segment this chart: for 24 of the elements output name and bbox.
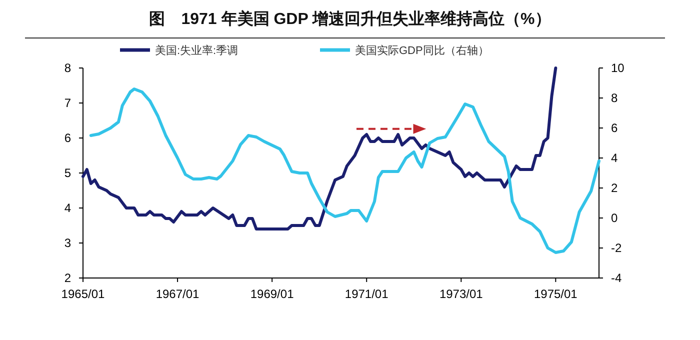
x-tick-label: 1971/01: [344, 287, 389, 301]
y2-tick-label: 0: [611, 211, 618, 225]
x-tick-label: 1967/01: [156, 287, 200, 301]
y-tick-label: 4: [64, 201, 72, 215]
y2-tick-label: 2: [611, 181, 618, 195]
y-tick-label: 6: [64, 131, 72, 145]
y2-tick-label: 6: [611, 121, 618, 135]
x-tick-label: 1969/01: [250, 287, 294, 301]
y2-tick-label: 8: [611, 91, 618, 105]
y-tick-label: 2: [64, 271, 72, 285]
legend-label: 美国:失业率:季调: [155, 44, 238, 57]
x-tick-label: 1965/01: [61, 287, 106, 301]
x-tick-label: 1973/01: [439, 287, 484, 301]
x-tick-label: 1975/01: [534, 287, 578, 301]
y2-tick-label: 4: [611, 151, 618, 165]
y-tick-label: 8: [64, 61, 72, 75]
y2-tick-label: -4: [611, 271, 622, 285]
legend-label: 美国实际GDP同比（右轴）: [355, 44, 489, 57]
y2-tick-label: 10: [611, 61, 625, 75]
chart-title: 图 1971 年美国 GDP 增速回升但失业率维持高位（%）: [149, 9, 551, 28]
y-tick-label: 5: [64, 166, 72, 180]
y2-tick-label: -2: [611, 241, 622, 255]
y-tick-label: 7: [64, 96, 72, 110]
y-tick-label: 3: [64, 236, 72, 250]
